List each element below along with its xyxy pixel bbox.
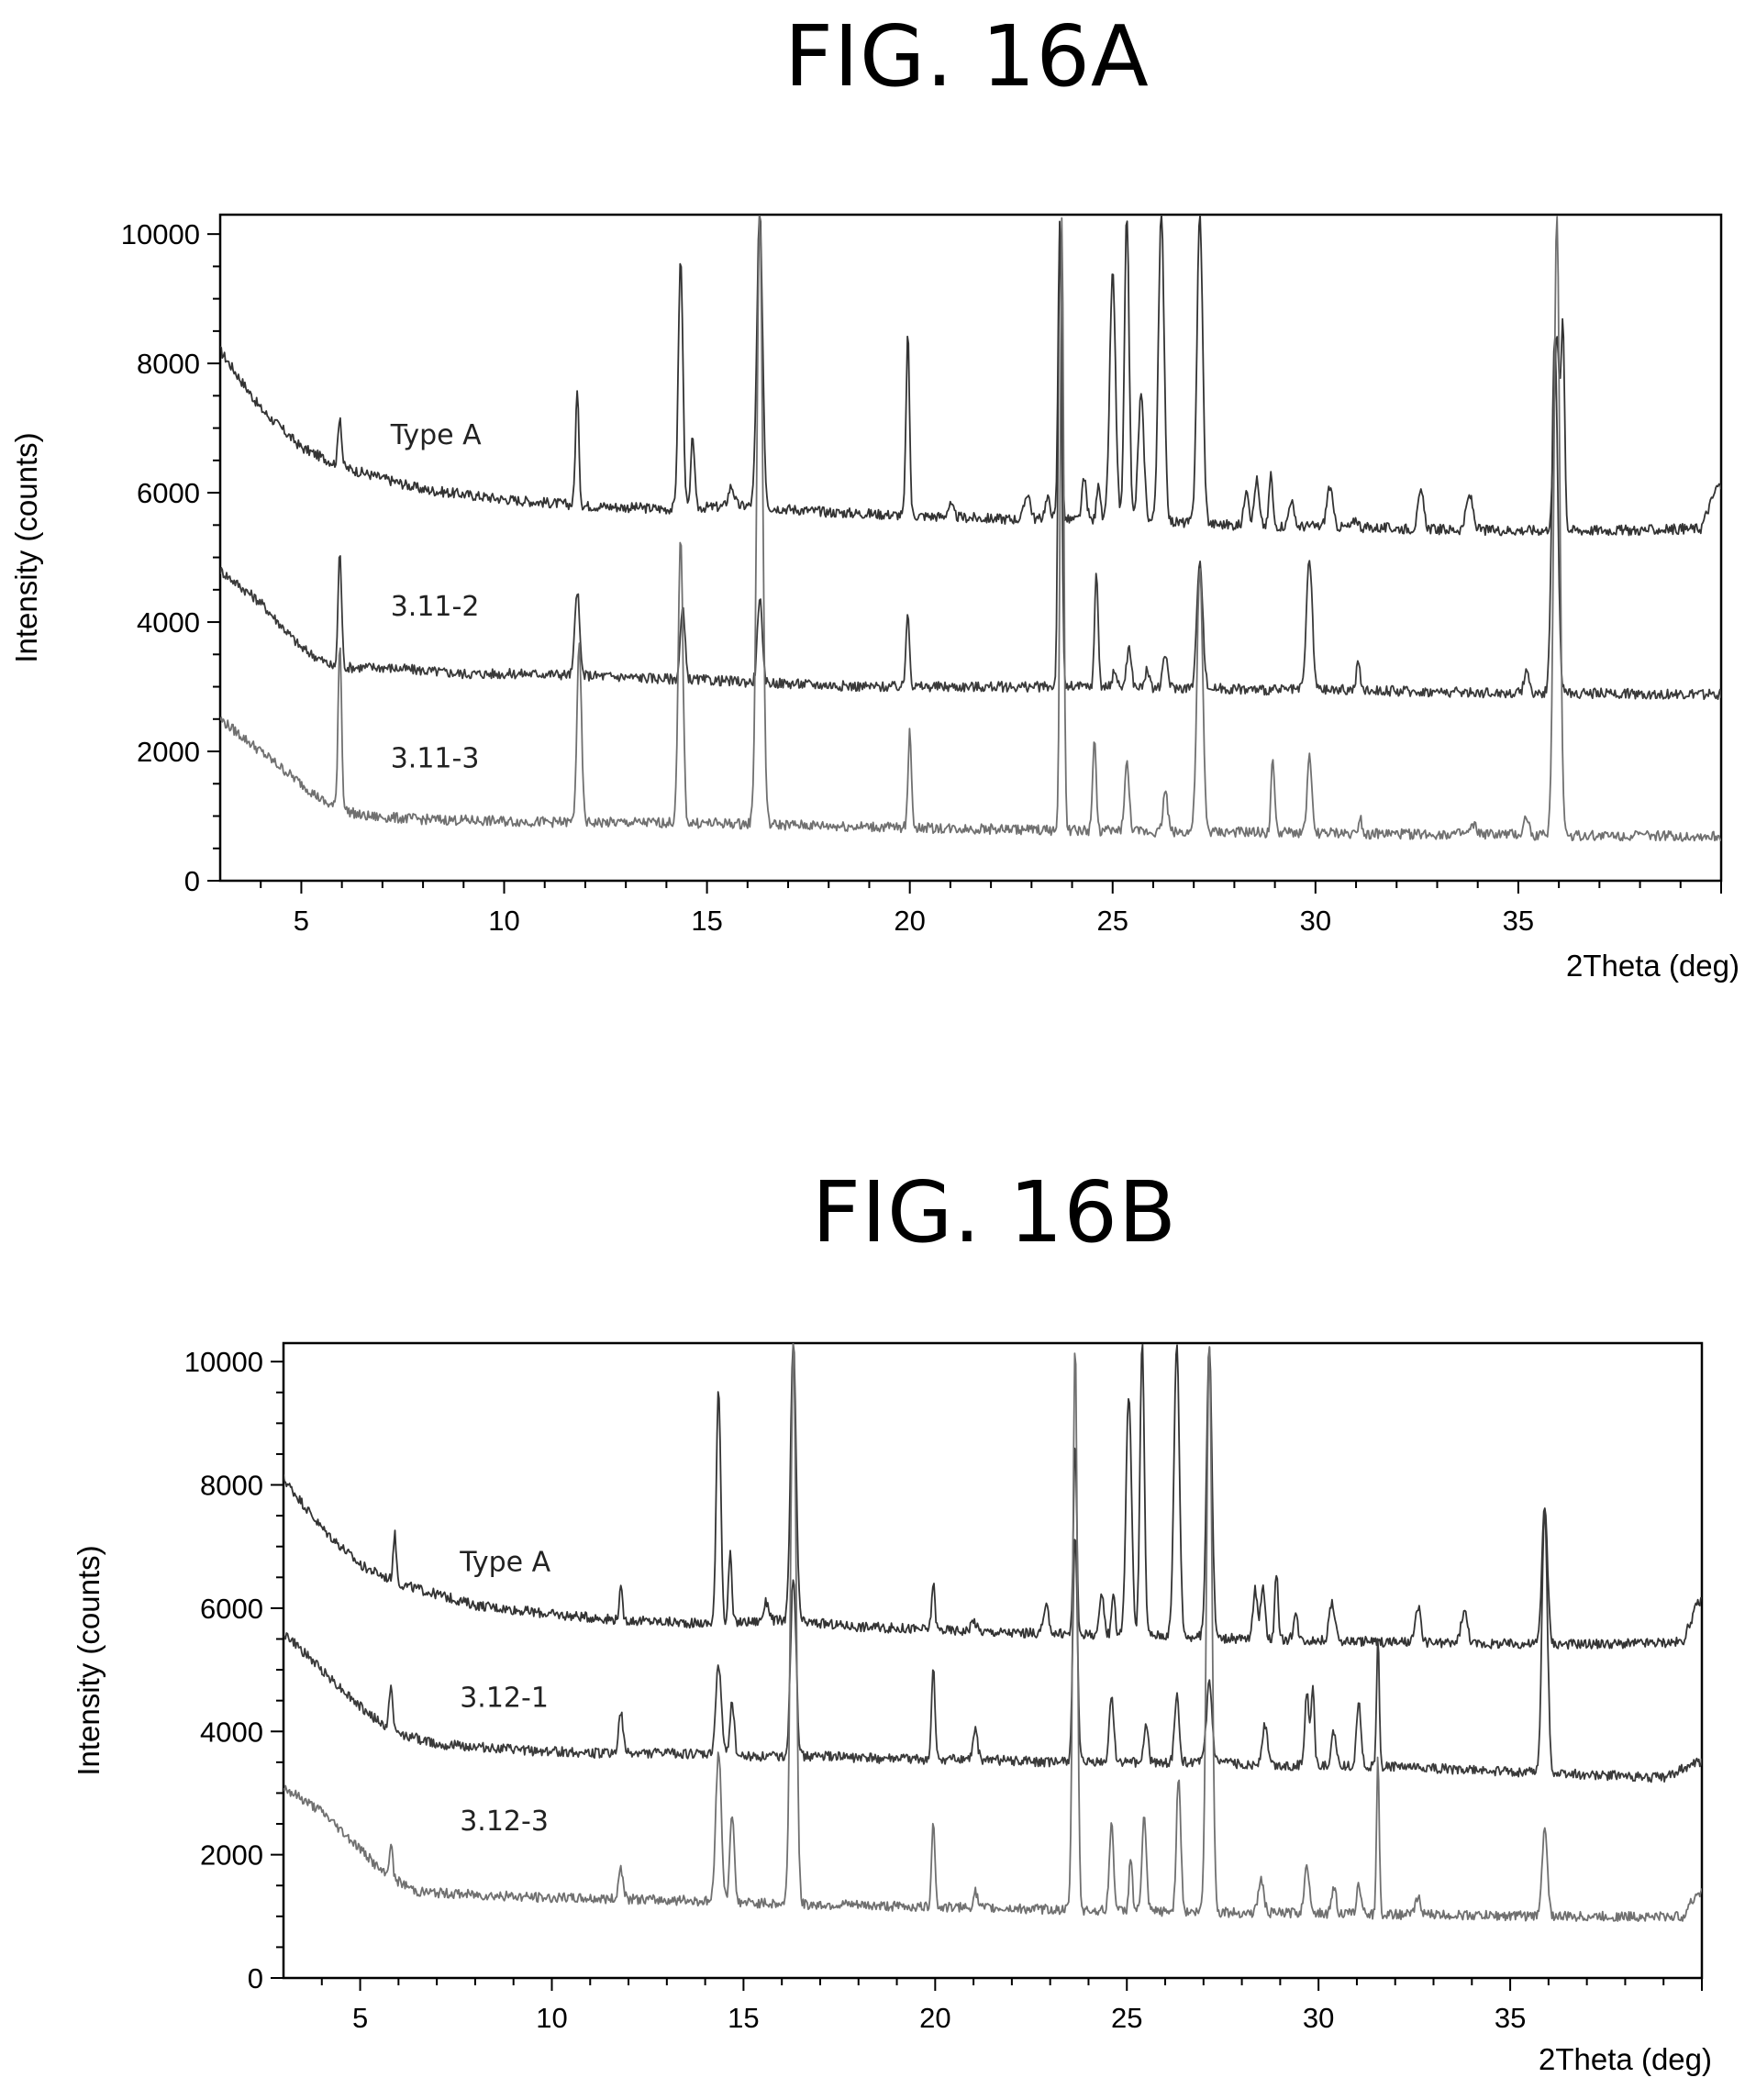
figure-title-16b: FIG. 16B — [812, 1163, 1178, 1261]
x-tick-label: 10 — [488, 905, 519, 937]
y-tick-label: 4000 — [137, 606, 200, 639]
plot-frame — [218, 213, 1723, 883]
series-label: 3.11-2 — [391, 591, 480, 623]
xrd-chart-16a: 0 2000 4000 6000 8000 10000 5 10 15 20 25 30 35 2Thet… — [9, 213, 1739, 983]
series-label: 3.12-1 — [460, 1682, 549, 1714]
x-tick-label: 30 — [1300, 905, 1331, 937]
y-tick-label: 2000 — [137, 736, 200, 768]
y-axis-title: Intensity (counts) — [72, 1545, 106, 1775]
series-label: Type A — [390, 419, 482, 451]
y-tick-label: 6000 — [137, 477, 200, 509]
y-tick-label: 10000 — [184, 1346, 263, 1378]
x-tick-label: 35 — [1503, 905, 1534, 937]
x-axis-title: 2Theta (deg) — [1539, 2042, 1712, 2076]
series-label: Type A — [459, 1547, 550, 1579]
figure-title-16a: FIG. 16A — [784, 7, 1150, 106]
plot-frame — [282, 1341, 1704, 1980]
y-tick-label: 10000 — [121, 218, 200, 250]
y-axis-title: Intensity (counts) — [9, 432, 43, 662]
y-tick-label: 4000 — [200, 1716, 263, 1748]
y-tick-label: 6000 — [200, 1593, 263, 1625]
series-label: 3.11-3 — [391, 743, 480, 775]
y-tick-label: 0 — [248, 1962, 263, 1994]
series-label: 3.12-3 — [460, 1806, 549, 1838]
y-tick-label: 8000 — [200, 1470, 263, 1502]
series-trace-3-12-1 — [283, 1510, 1702, 1783]
series-trace-3-11-2 — [220, 223, 1721, 700]
x-tick-label: 10 — [536, 2002, 567, 2034]
y-tick-label: 0 — [184, 865, 200, 897]
x-tick-label: 5 — [294, 905, 309, 937]
x-tick-label: 25 — [1097, 905, 1128, 937]
y-tick-label: 8000 — [137, 348, 200, 380]
x-tick-label: 30 — [1303, 2002, 1334, 2034]
y-tick-label: 2000 — [200, 1839, 263, 1872]
series-trace-type-a — [220, 215, 1721, 537]
x-tick-label: 15 — [728, 2002, 759, 2034]
x-tick-label: 25 — [1111, 2002, 1142, 2034]
x-tick-label: 15 — [691, 905, 722, 937]
series-trace-3-12-3 — [283, 1343, 1702, 1922]
x-tick-label: 35 — [1495, 2002, 1526, 2034]
x-axis-title: 2Theta (deg) — [1566, 949, 1739, 983]
x-tick-label: 5 — [352, 2002, 368, 2034]
x-tick-label: 20 — [894, 905, 925, 937]
xrd-chart-16b: 0 2000 4000 6000 8000 10000 5 10 15 20 25 30 35 2Thet… — [72, 1341, 1712, 2076]
x-tick-label: 20 — [919, 2002, 950, 2034]
series-trace-type-a — [283, 1343, 1702, 1650]
series-trace-3-11-3 — [220, 215, 1721, 842]
